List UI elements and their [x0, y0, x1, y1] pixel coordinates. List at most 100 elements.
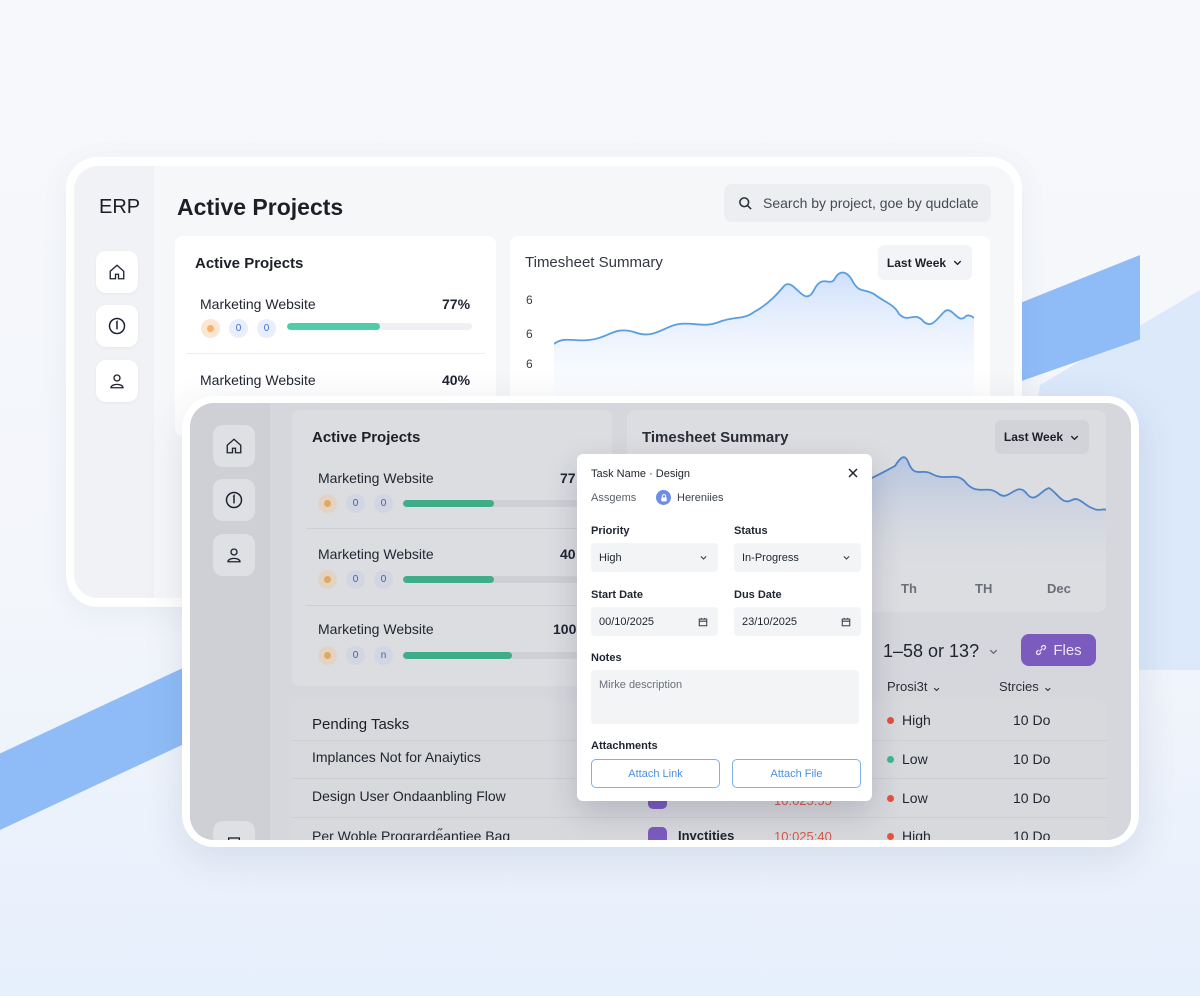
priority-text: High [902, 828, 931, 840]
priority-text: Low [902, 790, 928, 806]
task-priority: High [887, 828, 931, 840]
task-priority: Low [887, 751, 928, 767]
active-projects-card: Active Projects Marketing Website 77 0 0… [292, 410, 612, 686]
period-value: Last Week [886, 255, 947, 270]
column-label: Prosi3t [887, 679, 928, 694]
x-tick: Dec [1047, 581, 1071, 596]
project-percent: 77 [560, 470, 576, 486]
project-name: Marketing Website [200, 372, 316, 388]
progress-fill [403, 500, 494, 507]
y-tick: 6 [526, 293, 533, 307]
status-dot [318, 494, 337, 513]
files-button-label: Fles [1053, 641, 1082, 659]
status-value: In-Progress [742, 551, 799, 564]
progress-fill [287, 323, 380, 330]
card-title: Pending Tasks [312, 716, 410, 733]
notes-textarea[interactable]: Mirke description [591, 670, 859, 724]
project-percent: 100 [553, 621, 577, 637]
period-dropdown[interactable]: Last Week [995, 420, 1089, 454]
page-title: Active Projects [177, 194, 344, 220]
task-time: 10:025:40 [774, 829, 832, 840]
divider [186, 353, 485, 354]
start-date-value: 00/10/2025 [599, 615, 655, 628]
sidebar [190, 403, 270, 840]
task-name[interactable]: Implances Not for Anaiytics [312, 749, 481, 765]
home-icon [226, 438, 242, 454]
card-title: Timesheet Summary [642, 429, 789, 446]
notes-label: Notes [591, 652, 622, 664]
due-date-input[interactable]: 23/10/2025 [734, 607, 861, 636]
task-status: 10 Do [1013, 712, 1051, 728]
range-text: 1–58 or 13? [883, 641, 980, 661]
priority-text: High [902, 712, 931, 728]
card-title: Timesheet Summary [525, 254, 663, 271]
project-name: Marketing Website [318, 621, 434, 637]
files-button[interactable]: Fles [1021, 634, 1096, 666]
priority-label: Priority [591, 525, 630, 537]
count-badge: 0 [346, 494, 365, 513]
period-value: Last Week [1003, 430, 1064, 444]
due-date-value: 23/10/2025 [742, 615, 798, 628]
modal-title: Task Name · Design [591, 468, 691, 480]
task-status: 10 Do [1013, 751, 1051, 767]
task-tag: Invctities [678, 828, 735, 840]
column-header-status[interactable]: Strcies ⌄ [999, 679, 1054, 694]
sidebar: ERP [74, 166, 154, 598]
start-date-input[interactable]: 00/10/2025 [591, 607, 718, 636]
timesheet-area-chart [867, 456, 1106, 580]
attach-link-button[interactable]: Attach Link [591, 759, 720, 788]
bottom-nav-button[interactable] [213, 821, 255, 840]
priority-dot [887, 755, 894, 763]
user-icon [227, 548, 241, 563]
profile-nav-button[interactable] [213, 534, 255, 576]
window-icon [228, 837, 240, 840]
progress-bar [403, 652, 578, 659]
task-status: 10 Do [1013, 790, 1051, 806]
project-percent: 40% [442, 372, 471, 388]
start-date-label: Start Date [591, 589, 643, 601]
search-placeholder: Search by project, goe by qudclate [763, 195, 979, 211]
avatar [656, 490, 671, 505]
progress-fill [403, 576, 494, 583]
card-title: Active Projects [312, 429, 421, 446]
task-name[interactable]: Per Woble Prograrde̋antiee Bag [312, 828, 511, 840]
period-dropdown[interactable]: Last Week [878, 245, 972, 280]
project-name: Marketing Website [318, 546, 434, 562]
home-nav-button[interactable] [213, 425, 255, 467]
task-tag-icon [648, 827, 667, 840]
pagination-range[interactable]: 1–58 or 13? [883, 641, 999, 662]
search-input[interactable]: Search by project, goe by qudclate [724, 184, 991, 222]
status-dot [318, 570, 337, 589]
status-select[interactable]: In-Progress [734, 543, 861, 572]
task-name[interactable]: Design User Ondaanbling Flow [312, 788, 506, 804]
progress-bar [403, 500, 578, 507]
attach-file-button[interactable]: Attach File [732, 759, 861, 788]
y-tick: 6 [526, 357, 533, 371]
status-dot [318, 646, 337, 665]
close-icon[interactable] [847, 467, 859, 479]
calendar-icon [698, 617, 708, 626]
column-header-priority[interactable]: Prosi3t ⌄ [887, 679, 942, 694]
background-stripe [0, 660, 200, 830]
assignee-label: Assgems [591, 492, 637, 504]
chevron-down-icon [953, 260, 962, 266]
timer-nav-button[interactable] [213, 479, 255, 521]
clock-icon [225, 491, 243, 509]
divider [292, 817, 1107, 818]
task-status: 10 Do [1013, 828, 1051, 840]
profile-nav-button[interactable] [96, 360, 138, 402]
task-modal: Task Name · Design Assgems Hereniies Pri… [577, 454, 872, 801]
x-tick: TH [975, 581, 993, 596]
home-nav-button[interactable] [96, 251, 138, 293]
task-priority: High [887, 712, 931, 728]
assignee-name[interactable]: Hereniies [677, 492, 724, 504]
priority-select[interactable]: High [591, 543, 718, 572]
chevron-down-icon [700, 555, 707, 560]
chevron-down-icon [989, 649, 998, 655]
count-badge: 0 [374, 570, 393, 589]
chevron-down-icon [843, 555, 850, 560]
timer-nav-button[interactable] [96, 305, 138, 347]
progress-fill [403, 652, 512, 659]
priority-dot [887, 794, 894, 802]
due-date-label: Dus Date [734, 589, 782, 601]
